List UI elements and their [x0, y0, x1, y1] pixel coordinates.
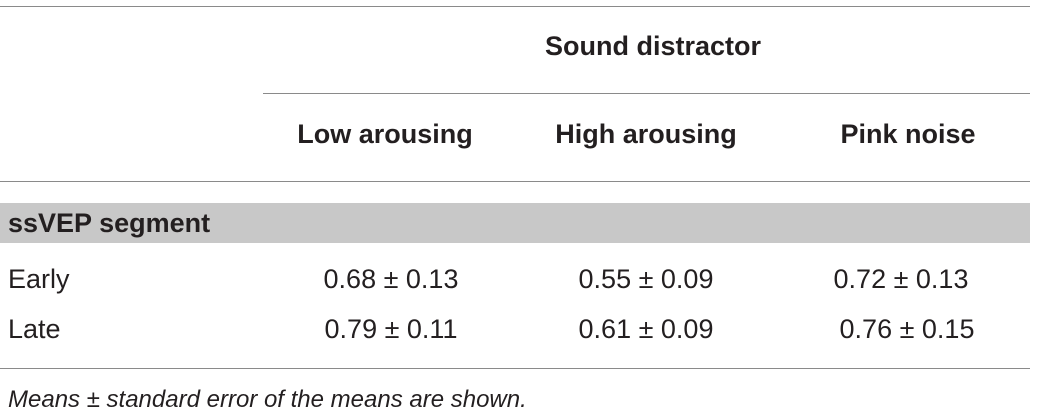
group-header-rule [263, 93, 1030, 94]
cell-early-high-arousing: 0.55 ± 0.09 [578, 264, 714, 294]
header-rule [0, 181, 1030, 182]
column-header-low-arousing: Low arousing [297, 119, 473, 149]
bottom-rule [0, 368, 1030, 369]
table-footnote: Means ± standard error of the means are … [8, 386, 527, 413]
column-header-high-arousing: High arousing [555, 119, 737, 149]
column-header-pink-noise: Pink noise [840, 119, 976, 149]
section-label-ssvep-segment: ssVEP segment [8, 208, 211, 238]
cell-early-low-arousing: 0.68 ± 0.13 [323, 264, 459, 294]
row-label-early: Early [8, 264, 70, 294]
cell-late-low-arousing: 0.79 ± 0.11 [324, 314, 458, 344]
section-band [0, 203, 1030, 243]
cell-early-pink-noise: 0.72 ± 0.13 [833, 264, 969, 294]
group-header-sound-distractor: Sound distractor [544, 31, 762, 61]
cell-late-high-arousing: 0.61 ± 0.09 [578, 314, 714, 344]
row-label-late: Late [8, 314, 61, 344]
top-rule [0, 6, 1030, 7]
cell-late-pink-noise: 0.76 ± 0.15 [839, 314, 975, 344]
